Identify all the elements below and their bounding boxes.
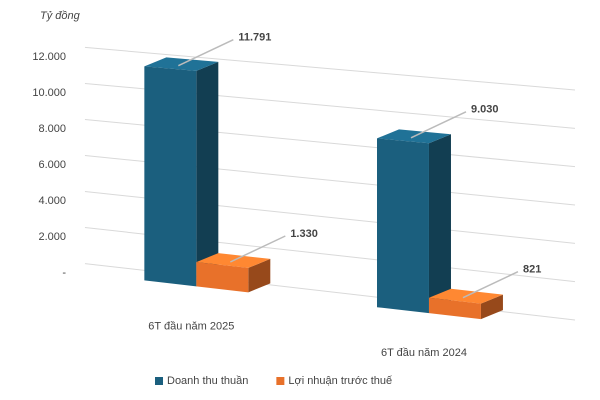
leader-line — [229, 235, 286, 263]
bar — [428, 288, 503, 320]
bar-front — [144, 66, 197, 287]
leader-line — [410, 111, 467, 139]
y-tick-label: - — [62, 267, 66, 279]
y-axis-label: Tỷ đồng — [40, 10, 81, 22]
bar-side — [248, 258, 271, 293]
y-tick-label: 6.000 — [38, 159, 66, 171]
bar — [144, 57, 219, 287]
y-tick-label: 12.000 — [32, 51, 66, 63]
value-label: 1.330 — [290, 228, 318, 240]
bar-side — [196, 61, 219, 287]
legend-label: Lợi nhuận trước thuế — [288, 375, 392, 387]
y-tick-label: 8.000 — [38, 123, 66, 135]
bar-front — [377, 138, 429, 314]
bar-front — [196, 262, 249, 293]
value-label: 821 — [523, 264, 541, 276]
value-label: 9.030 — [471, 104, 499, 116]
legend-swatch — [276, 377, 285, 385]
x-tick-label: 6T đầu năm 2024 — [381, 347, 467, 359]
bar-side — [480, 294, 503, 320]
bar — [196, 253, 271, 293]
x-tick-label: 6T đầu năm 2025 — [148, 320, 234, 332]
y-tick-label: 10.000 — [32, 87, 66, 99]
y-tick-label: 4.000 — [38, 195, 66, 207]
y-tick-label: 2.000 — [38, 231, 66, 243]
grid-line — [84, 46, 576, 91]
leader-line — [462, 270, 519, 299]
legend-swatch — [155, 377, 163, 385]
leader-line — [178, 38, 234, 67]
legend-label: Doanh thu thuần — [167, 375, 248, 387]
value-label: 11.791 — [238, 32, 271, 44]
bar-side — [428, 134, 451, 314]
bar-front — [428, 297, 481, 320]
bar — [377, 129, 451, 314]
